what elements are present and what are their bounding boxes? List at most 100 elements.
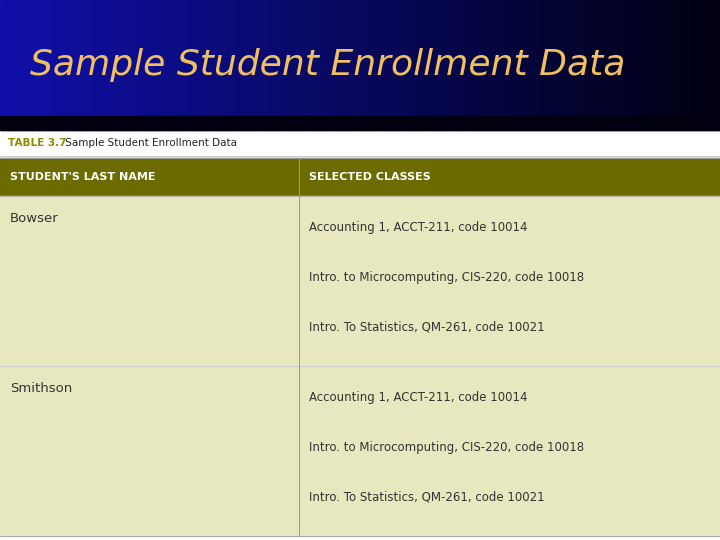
Bar xyxy=(209,0,212,130)
Text: Intro. To Statistics, QM-261, code 10021: Intro. To Statistics, QM-261, code 10021 xyxy=(309,491,544,504)
Bar xyxy=(459,0,462,130)
Bar xyxy=(261,0,264,130)
Bar xyxy=(665,0,667,130)
Bar xyxy=(660,0,663,130)
Bar xyxy=(245,0,248,130)
Bar xyxy=(55,0,58,130)
Bar xyxy=(691,0,694,130)
Bar xyxy=(578,0,581,130)
Bar xyxy=(389,0,392,130)
Bar xyxy=(487,0,490,130)
Bar xyxy=(542,0,545,130)
Bar xyxy=(557,0,559,130)
Bar xyxy=(574,0,577,130)
Bar xyxy=(139,0,142,130)
Bar xyxy=(24,0,27,130)
Bar xyxy=(346,0,348,130)
Bar xyxy=(631,0,634,130)
Text: Accounting 1, ACCT-211, code 10014: Accounting 1, ACCT-211, code 10014 xyxy=(309,221,527,234)
Bar xyxy=(549,0,552,130)
Bar xyxy=(331,0,334,130)
Bar xyxy=(22,0,24,130)
Bar xyxy=(5,0,8,130)
Bar xyxy=(585,0,588,130)
Bar xyxy=(523,0,526,130)
Bar xyxy=(322,0,325,130)
Bar xyxy=(629,0,631,130)
Bar xyxy=(319,0,322,130)
Bar xyxy=(94,0,96,130)
Bar xyxy=(72,0,75,130)
Bar xyxy=(81,0,84,130)
Bar xyxy=(621,0,624,130)
Bar xyxy=(480,0,483,130)
Text: Intro. to Microcomputing, CIS-220, code 10018: Intro. to Microcomputing, CIS-220, code … xyxy=(309,441,584,454)
Bar xyxy=(27,0,30,130)
Bar xyxy=(348,0,351,130)
Bar xyxy=(86,0,89,130)
Bar xyxy=(194,0,197,130)
Bar xyxy=(137,0,140,130)
Bar xyxy=(266,0,269,130)
Bar xyxy=(63,0,66,130)
Bar xyxy=(355,0,358,130)
Bar xyxy=(175,0,178,130)
Bar xyxy=(358,0,361,130)
Bar xyxy=(384,0,387,130)
Bar xyxy=(0,158,299,196)
Bar xyxy=(590,0,593,130)
Bar xyxy=(667,0,670,130)
Bar xyxy=(434,0,437,130)
Bar xyxy=(58,0,60,130)
Bar xyxy=(351,0,354,130)
Bar xyxy=(470,0,473,130)
Bar xyxy=(547,0,550,130)
Bar xyxy=(223,0,226,130)
Bar xyxy=(564,0,567,130)
Bar xyxy=(341,0,343,130)
Bar xyxy=(441,0,444,130)
Bar xyxy=(415,0,418,130)
Bar xyxy=(240,0,243,130)
Bar xyxy=(603,0,606,130)
Bar xyxy=(7,0,10,130)
Bar xyxy=(67,0,70,130)
Bar xyxy=(581,0,584,130)
Bar xyxy=(247,0,250,130)
Bar xyxy=(466,0,469,130)
Bar xyxy=(569,0,572,130)
Bar xyxy=(686,0,689,130)
Bar xyxy=(288,0,291,130)
Bar xyxy=(394,0,397,130)
Bar xyxy=(274,0,276,130)
Bar xyxy=(497,0,500,130)
Bar xyxy=(425,0,428,130)
Bar xyxy=(657,0,660,130)
Bar xyxy=(281,0,284,130)
Bar xyxy=(338,0,341,130)
Bar xyxy=(538,0,541,130)
Bar xyxy=(571,0,574,130)
Bar xyxy=(379,0,382,130)
Bar xyxy=(146,0,149,130)
Bar xyxy=(662,0,665,130)
Bar xyxy=(437,0,440,130)
Bar xyxy=(324,0,327,130)
Bar xyxy=(230,0,233,130)
Bar xyxy=(715,0,718,130)
Bar xyxy=(153,0,156,130)
Bar xyxy=(103,0,106,130)
Bar xyxy=(300,0,303,130)
Bar xyxy=(43,0,46,130)
Bar xyxy=(387,0,390,130)
Bar xyxy=(185,0,188,130)
Bar xyxy=(552,0,555,130)
Bar xyxy=(600,0,603,130)
Bar xyxy=(405,0,408,130)
Bar xyxy=(254,0,257,130)
Bar xyxy=(432,0,435,130)
Bar xyxy=(360,0,363,130)
Bar xyxy=(29,0,32,130)
Bar xyxy=(588,0,591,130)
Bar xyxy=(365,0,368,130)
